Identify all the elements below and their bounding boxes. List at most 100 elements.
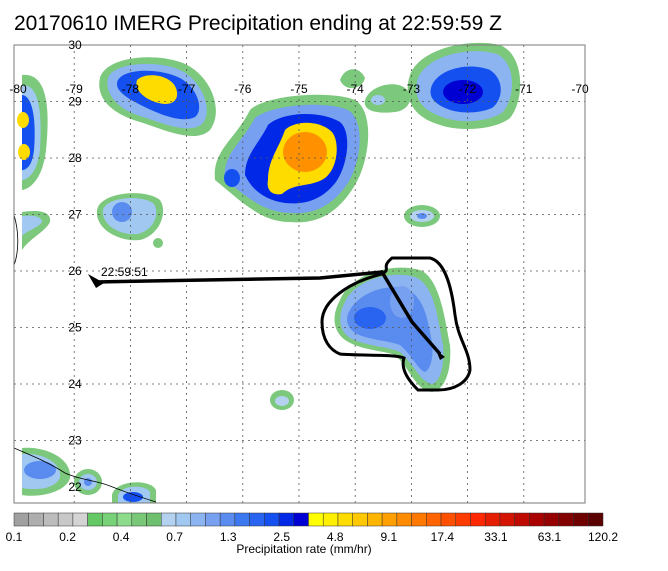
colorbar-swatch <box>13 512 29 527</box>
colorbar-boxes <box>13 512 604 527</box>
colorbar-swatch <box>573 512 589 527</box>
coastline-cuba <box>13 447 157 503</box>
precip-cell-west-central <box>96 193 164 248</box>
colorbar-tick-label: 17.4 <box>431 530 455 544</box>
lat-label: 22 <box>68 480 82 494</box>
lon-label: -76 <box>234 82 252 96</box>
colorbar-swatch <box>588 512 604 527</box>
precip-cell-west-edge <box>22 211 51 250</box>
colorbar-tick-label: 4.8 <box>327 530 344 544</box>
colorbar-swatch <box>72 512 88 527</box>
colorbar-swatch <box>529 512 545 527</box>
colorbar-swatch <box>411 512 427 527</box>
colorbar-swatch <box>43 512 59 527</box>
map-title: 20170610 IMERG Precipitation ending at 2… <box>14 12 502 35</box>
lon-label: -72 <box>459 82 477 96</box>
colorbar-tick-label: 9.1 <box>380 530 397 544</box>
colorbar-swatch <box>484 512 501 527</box>
colorbar-swatch <box>308 512 324 527</box>
colorbar-swatch <box>116 512 133 527</box>
coastlines <box>13 214 157 503</box>
precipitation-map: -80 -79 -78 -77 -76 -75 -74 -73 -72 -71 -70 30 29 28… <box>9 38 589 504</box>
colorbar-swatch <box>28 512 44 527</box>
colorbar-swatch <box>161 512 177 527</box>
lat-label: 28 <box>68 151 82 165</box>
track-time-label: 22:59:51 <box>101 265 148 279</box>
lon-label: -71 <box>515 82 533 96</box>
lat-label: 24 <box>68 377 82 391</box>
lon-label: -79 <box>66 82 84 96</box>
precip-cell-west <box>17 74 48 190</box>
precip-cell-north-small <box>340 69 411 113</box>
colorbar-label: Precipitation rate (mm/hr) <box>236 542 371 556</box>
storm-swath-outline <box>320 256 472 392</box>
colorbar-swatch <box>278 512 295 527</box>
colorbar-swatch <box>102 512 118 527</box>
track-end-marker <box>88 274 104 288</box>
longitude-labels: -80 -79 -78 -77 -76 -75 -74 -73 -72 -71 -70 <box>9 82 589 96</box>
precip-cell-northwest <box>99 57 216 137</box>
colorbar-swatch <box>352 512 368 527</box>
colorbar-tick-label: 120.2 <box>588 530 618 544</box>
colorbar-tick-label: 0.4 <box>113 530 130 544</box>
precip-cell-central <box>214 94 369 223</box>
colorbar-swatch <box>57 512 74 527</box>
colorbar-tick-label: 33.1 <box>484 530 508 544</box>
colorbar-swatch <box>175 512 191 527</box>
colorbar-swatch <box>514 512 530 527</box>
colorbar-swatch <box>249 512 265 527</box>
coastline-florida <box>13 214 19 266</box>
precip-cell-northeast <box>407 42 521 130</box>
colorbar-swatch <box>322 512 339 527</box>
colorbar-tick-label: 63.1 <box>538 530 562 544</box>
precip-cell-storm <box>334 267 451 392</box>
lat-label: 29 <box>68 95 82 109</box>
lon-label: -77 <box>178 82 196 96</box>
lat-label: 30 <box>68 38 82 52</box>
colorbar-swatch <box>219 512 236 527</box>
colorbar-swatch <box>190 512 206 527</box>
lon-label: -80 <box>9 82 27 96</box>
colorbar-swatch <box>381 512 398 527</box>
colorbar-swatch <box>293 512 309 527</box>
colorbar-swatch <box>337 512 353 527</box>
map-frame <box>13 44 586 504</box>
colorbar-swatch <box>87 512 103 527</box>
colorbar-swatch <box>234 512 250 527</box>
colorbar-swatch <box>499 512 515 527</box>
colorbar-tick-labels: 0.1 0.2 0.4 0.7 1.3 2.5 4.8 9.1 17.4 33.1 63.1 120.… <box>6 530 619 544</box>
storm-track-line <box>94 270 442 356</box>
colorbar-tick-label: 0.1 <box>6 530 23 544</box>
lon-label: -70 <box>571 82 589 96</box>
colorbar-swatch <box>205 512 221 527</box>
lat-label: 26 <box>68 264 82 278</box>
colorbar-swatch <box>396 512 412 527</box>
colorbar-swatch <box>367 512 383 527</box>
colorbar-swatch <box>470 512 486 527</box>
colorbar-tick-label: 0.2 <box>59 530 76 544</box>
colorbar-swatch <box>426 512 442 527</box>
lon-label: -78 <box>122 82 140 96</box>
colorbar-swatch <box>131 512 147 527</box>
colorbar-swatch <box>558 512 574 527</box>
lat-label: 27 <box>68 208 82 222</box>
track-start-marker <box>436 350 445 360</box>
lon-label: -73 <box>403 82 421 96</box>
lon-label: -74 <box>347 82 365 96</box>
precip-cell-east-small <box>404 205 440 227</box>
lat-label: 23 <box>68 434 82 448</box>
colorbar-swatch <box>146 512 162 527</box>
precipitation-field <box>17 42 521 503</box>
lat-label: 25 <box>68 321 82 335</box>
colorbar-swatch <box>264 512 280 527</box>
precip-cell-south-small <box>270 390 294 410</box>
colorbar-swatch <box>543 512 560 527</box>
latitude-labels: 30 29 28 27 26 25 24 23 22 <box>68 38 82 494</box>
colorbar-swatch <box>440 512 456 527</box>
colorbar-tick-label: 2.5 <box>273 530 290 544</box>
colorbar-tick-label: 1.3 <box>220 530 237 544</box>
colorbar-swatch <box>455 512 471 527</box>
lon-label: -75 <box>290 82 308 96</box>
colorbar-tick-label: 0.7 <box>166 530 183 544</box>
